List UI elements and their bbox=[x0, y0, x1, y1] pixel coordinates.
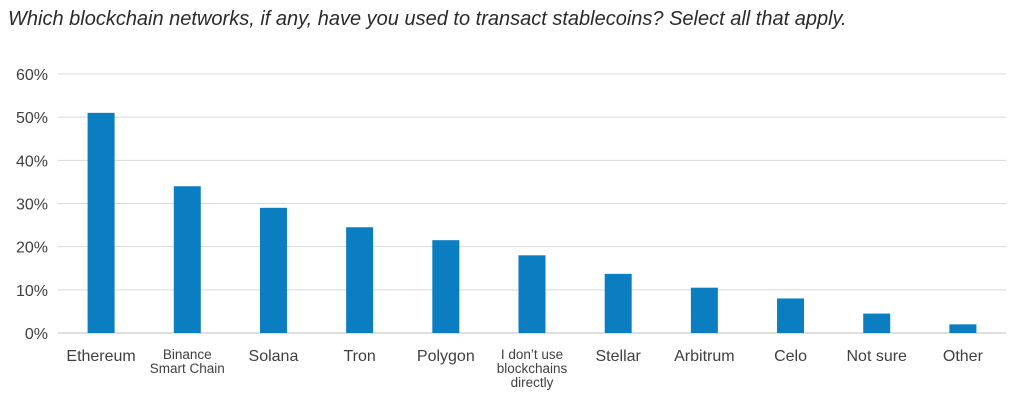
x-category-label-line: Polygon bbox=[417, 348, 475, 365]
bar bbox=[87, 112, 115, 333]
bar bbox=[346, 227, 374, 333]
y-tick-label: 0% bbox=[25, 326, 48, 343]
y-tick-label: 10% bbox=[16, 283, 48, 300]
bar bbox=[173, 186, 201, 333]
bar bbox=[863, 313, 891, 333]
x-category-label-line: blockchains bbox=[497, 361, 568, 376]
bar bbox=[690, 287, 718, 333]
x-category-label-line: Ethereum bbox=[66, 348, 135, 365]
y-tick-label: 30% bbox=[16, 197, 48, 214]
x-category-label-line: I don’t use bbox=[501, 347, 563, 362]
x-category-label-line: Solana bbox=[249, 348, 299, 365]
x-category-label: Stellar bbox=[596, 348, 642, 365]
x-category-label: Other bbox=[943, 348, 984, 365]
bar bbox=[604, 273, 632, 333]
bar bbox=[259, 207, 287, 333]
x-category-label-line: Arbitrum bbox=[674, 348, 734, 365]
x-category-label-line: Celo bbox=[774, 348, 807, 365]
x-category-label: Solana bbox=[249, 348, 299, 365]
x-category-label: Arbitrum bbox=[674, 348, 734, 365]
x-category-label: Polygon bbox=[417, 348, 475, 365]
y-tick-label: 40% bbox=[16, 153, 48, 170]
x-category-label: Not sure bbox=[846, 348, 907, 365]
y-tick-label: 50% bbox=[16, 110, 48, 127]
bar bbox=[432, 240, 460, 333]
x-category-label-line: Binance bbox=[163, 347, 212, 362]
x-axis-category-labels: Ethereum Binance Smart Chain Solana Tron Poly… bbox=[66, 347, 983, 390]
x-category-label: Binance Smart Chain bbox=[150, 347, 225, 376]
x-category-label-line: Tron bbox=[343, 348, 375, 365]
chart-title: Which blockchain networks, if any, have … bbox=[8, 8, 847, 30]
x-category-label: I don’t use blockchains directly bbox=[497, 347, 568, 390]
x-category-label: Ethereum bbox=[66, 348, 135, 365]
x-category-label-line: Not sure bbox=[846, 348, 907, 365]
x-category-label-line: Stellar bbox=[596, 348, 642, 365]
x-category-label-line: Other bbox=[943, 348, 984, 365]
x-category-label-line: directly bbox=[511, 375, 554, 390]
bar bbox=[777, 298, 805, 333]
bar bbox=[518, 255, 546, 333]
x-category-label-line: Smart Chain bbox=[150, 361, 225, 376]
x-category-label: Celo bbox=[774, 348, 807, 365]
y-tick-label: 20% bbox=[16, 240, 48, 257]
y-axis-tick-labels: 0% 10% 20% 30% 40% 50% 60% bbox=[16, 67, 48, 343]
y-tick-label: 60% bbox=[16, 67, 48, 84]
bars bbox=[87, 112, 977, 333]
x-category-label: Tron bbox=[343, 348, 375, 365]
bar bbox=[949, 324, 977, 333]
